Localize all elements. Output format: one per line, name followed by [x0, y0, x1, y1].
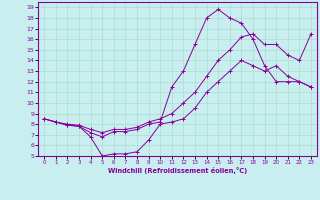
X-axis label: Windchill (Refroidissement éolien,°C): Windchill (Refroidissement éolien,°C) [108, 167, 247, 174]
